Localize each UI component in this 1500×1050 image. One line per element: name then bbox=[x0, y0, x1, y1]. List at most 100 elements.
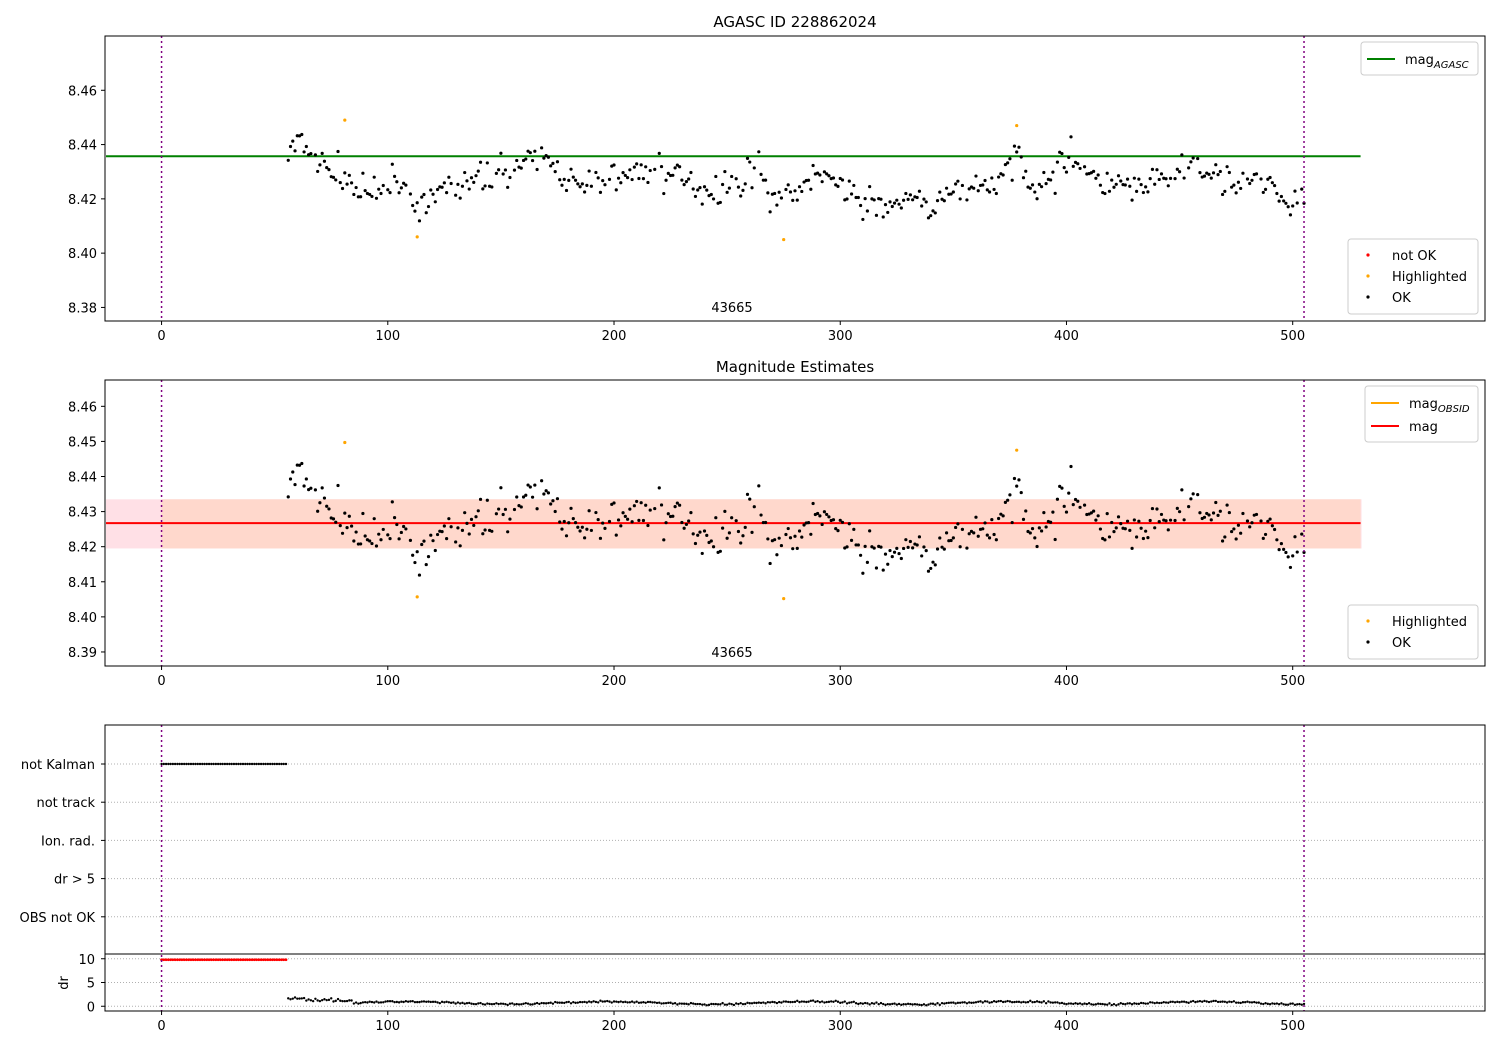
ok-point bbox=[349, 181, 354, 185]
ok-point bbox=[392, 516, 397, 520]
ok-point bbox=[987, 190, 992, 194]
dr-point bbox=[529, 1003, 532, 1006]
ok-point bbox=[553, 170, 557, 174]
dr-point bbox=[513, 1003, 516, 1006]
dr-point bbox=[642, 1001, 645, 1004]
flag-point bbox=[244, 762, 247, 766]
dr-point bbox=[583, 1000, 586, 1004]
dr-point bbox=[1246, 1000, 1249, 1003]
dr-point bbox=[409, 1000, 412, 1003]
ok-point bbox=[854, 195, 858, 200]
dr-point bbox=[1271, 1002, 1274, 1005]
dr-point bbox=[429, 1000, 432, 1004]
agasc-axes-frame bbox=[104, 35, 1486, 322]
ok-point bbox=[571, 175, 575, 179]
ok-point bbox=[454, 540, 458, 544]
ok-point bbox=[809, 187, 813, 191]
dr-clipped-point bbox=[162, 958, 166, 962]
dr-point bbox=[468, 1001, 471, 1005]
ok-point bbox=[1302, 201, 1306, 205]
ok-point bbox=[1141, 190, 1145, 195]
ok-point bbox=[334, 178, 338, 182]
dr-point bbox=[1255, 1001, 1258, 1004]
ok-point bbox=[693, 541, 698, 546]
ok-point bbox=[944, 531, 949, 535]
dr-point bbox=[1072, 1002, 1075, 1006]
ok-point bbox=[997, 175, 1001, 179]
ok-point bbox=[300, 461, 304, 466]
dr-point bbox=[325, 998, 328, 1002]
ok-point bbox=[917, 189, 922, 193]
ok-point bbox=[856, 195, 860, 200]
ok-point bbox=[721, 526, 725, 530]
dr-clipped-point bbox=[282, 958, 286, 962]
ok-point bbox=[483, 184, 487, 188]
dr-point bbox=[291, 997, 294, 1000]
ok-point bbox=[763, 178, 768, 182]
x-tick-label: 500 bbox=[1280, 1019, 1305, 1034]
agasc-obsid-label: 43665 bbox=[711, 301, 752, 316]
dr-point bbox=[1065, 1003, 1068, 1006]
ok-point bbox=[872, 546, 876, 550]
dr-point bbox=[798, 1000, 801, 1004]
dr-point bbox=[318, 999, 322, 1003]
dr-point bbox=[712, 1002, 715, 1006]
ok-point bbox=[1189, 160, 1193, 164]
dr-point bbox=[872, 1002, 876, 1005]
ok-point bbox=[678, 165, 682, 169]
dr-point bbox=[793, 1000, 797, 1004]
dr-point bbox=[384, 1000, 387, 1003]
dr-point bbox=[927, 1003, 930, 1006]
dr-point bbox=[1153, 1001, 1156, 1005]
ok-point bbox=[583, 536, 587, 540]
ok-point bbox=[1187, 504, 1191, 509]
ok-point bbox=[381, 183, 385, 188]
flag-point bbox=[162, 762, 166, 766]
flag-point bbox=[239, 762, 242, 766]
magnitude-obsid-label: 43665 bbox=[711, 646, 752, 661]
ok-point bbox=[809, 532, 813, 536]
ok-point bbox=[1232, 183, 1236, 187]
dr-point bbox=[1253, 1000, 1256, 1004]
dr-point bbox=[456, 1001, 460, 1004]
dr-point bbox=[454, 1002, 457, 1005]
dr-point bbox=[354, 1001, 358, 1004]
dr-point bbox=[834, 999, 837, 1002]
ok-point bbox=[447, 175, 451, 179]
ok-point bbox=[763, 520, 768, 525]
dr-point bbox=[393, 1000, 396, 1004]
ok-point bbox=[426, 204, 431, 209]
ok-point bbox=[806, 178, 811, 182]
y-tick-label: 8.43 bbox=[68, 506, 97, 521]
ok-point bbox=[868, 529, 872, 533]
ok-point bbox=[397, 191, 401, 195]
ok-point bbox=[370, 541, 374, 546]
dr-point bbox=[1241, 1001, 1245, 1004]
dr-clipped-point bbox=[216, 958, 220, 962]
dr-point bbox=[520, 1003, 523, 1006]
ok-point bbox=[1053, 191, 1057, 195]
dr-point bbox=[1185, 1001, 1188, 1004]
ok-point bbox=[1110, 178, 1114, 182]
ok-point bbox=[1214, 500, 1218, 505]
dr-point bbox=[1026, 1000, 1030, 1004]
ok-point bbox=[302, 484, 306, 488]
ok-point bbox=[915, 195, 919, 200]
dr-point bbox=[863, 1001, 867, 1005]
dr-point bbox=[556, 1001, 559, 1004]
ok-point bbox=[404, 527, 408, 531]
ok-point bbox=[646, 180, 650, 185]
ok-point bbox=[1284, 550, 1288, 555]
ok-point bbox=[1010, 520, 1014, 525]
dr-clipped-point bbox=[277, 958, 281, 962]
dr-point bbox=[877, 1002, 880, 1006]
ok-point bbox=[1049, 520, 1053, 524]
ok-point bbox=[1021, 517, 1026, 521]
ok-point bbox=[1227, 510, 1231, 515]
dr-point bbox=[1212, 999, 1215, 1003]
ok-point bbox=[662, 191, 666, 196]
legend-label: OK bbox=[1392, 291, 1411, 306]
ok-point bbox=[1223, 535, 1227, 539]
dr-point bbox=[359, 1001, 362, 1005]
ok-point bbox=[1277, 199, 1281, 203]
